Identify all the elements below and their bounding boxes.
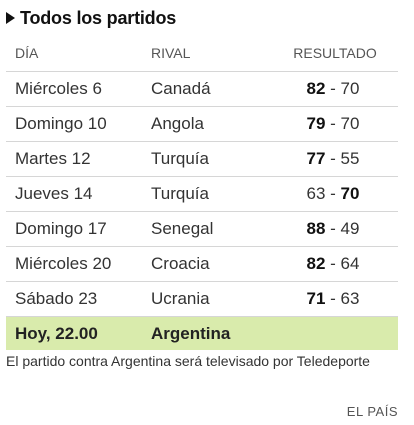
- match-result: 88 - 49: [268, 219, 398, 239]
- results-table: DÍA RIVAL RESULTADO Miércoles 6 Canadá 82 …: [6, 35, 398, 350]
- source-credit: EL PAÍS: [346, 404, 398, 419]
- table-header-row: DÍA RIVAL RESULTADO: [6, 35, 398, 72]
- match-rival: Turquía: [151, 184, 209, 203]
- match-rival: Angola: [151, 114, 204, 133]
- score-home: 82: [306, 79, 326, 98]
- match-result: 77 - 55: [268, 149, 398, 169]
- match-result: 82 - 70: [268, 79, 398, 99]
- score-away: 64: [340, 254, 360, 273]
- score-separator: -: [325, 219, 341, 238]
- broadcast-note: El partido contra Argentina será televis…: [6, 353, 370, 369]
- score-away: 70: [340, 184, 360, 203]
- table-row: Martes 12 Turquía 77 - 55: [6, 142, 398, 177]
- score-home: 63: [306, 184, 326, 203]
- score-separator: -: [325, 289, 341, 308]
- match-result: 79 - 70: [268, 114, 398, 134]
- table-row: Domingo 17 Senegal 88 - 49: [6, 212, 398, 247]
- match-result: 63 - 70: [268, 184, 398, 204]
- match-rival: Ucrania: [151, 289, 210, 308]
- match-day: Sábado 23: [15, 289, 98, 308]
- column-header-rival: RIVAL: [151, 45, 191, 61]
- match-day: Miércoles 20: [15, 254, 112, 273]
- column-header-result: RESULTADO: [293, 45, 377, 61]
- match-rival: Canadá: [151, 79, 211, 98]
- score-separator: -: [325, 254, 341, 273]
- match-result: 71 - 63: [268, 289, 398, 309]
- section-header: Todos los partidos: [6, 6, 176, 30]
- match-day: Jueves 14: [15, 184, 93, 203]
- table-row: Miércoles 20 Croacia 82 - 64: [6, 247, 398, 282]
- score-away: 70: [340, 114, 360, 133]
- column-header-day: DÍA: [15, 45, 39, 61]
- score-away: 49: [340, 219, 360, 238]
- score-away: 70: [340, 79, 360, 98]
- match-result: 82 - 64: [268, 254, 398, 274]
- match-rival: Turquía: [151, 149, 209, 168]
- triangle-bullet-icon: [6, 12, 15, 24]
- match-day: Domingo 10: [15, 114, 107, 133]
- table-row: Sábado 23 Ucrania 71 - 63: [6, 282, 398, 317]
- table-row: Miércoles 6 Canadá 82 - 70: [6, 72, 398, 107]
- next-match-time: Hoy, 22.00: [15, 323, 98, 343]
- table-row: Domingo 10 Angola 79 - 70: [6, 107, 398, 142]
- section-title: Todos los partidos: [20, 7, 177, 28]
- score-home: 77: [306, 149, 326, 168]
- match-rival: Senegal: [151, 219, 214, 238]
- score-separator: -: [325, 114, 341, 133]
- score-home: 82: [306, 254, 326, 273]
- score-home: 88: [306, 219, 326, 238]
- match-day: Domingo 17: [15, 219, 107, 238]
- score-home: 71: [306, 289, 326, 308]
- table-row: Jueves 14 Turquía 63 - 70: [6, 177, 398, 212]
- score-away: 55: [340, 149, 360, 168]
- match-day: Miércoles 6: [15, 79, 102, 98]
- match-day: Martes 12: [15, 149, 91, 168]
- next-match-row: Hoy, 22.00 Argentina: [6, 317, 398, 350]
- match-rival: Croacia: [151, 254, 210, 273]
- score-separator: -: [325, 149, 341, 168]
- next-match-rival: Argentina: [151, 323, 231, 343]
- score-separator: -: [325, 79, 341, 98]
- score-separator: -: [325, 184, 341, 203]
- score-home: 79: [306, 114, 326, 133]
- score-away: 63: [340, 289, 360, 308]
